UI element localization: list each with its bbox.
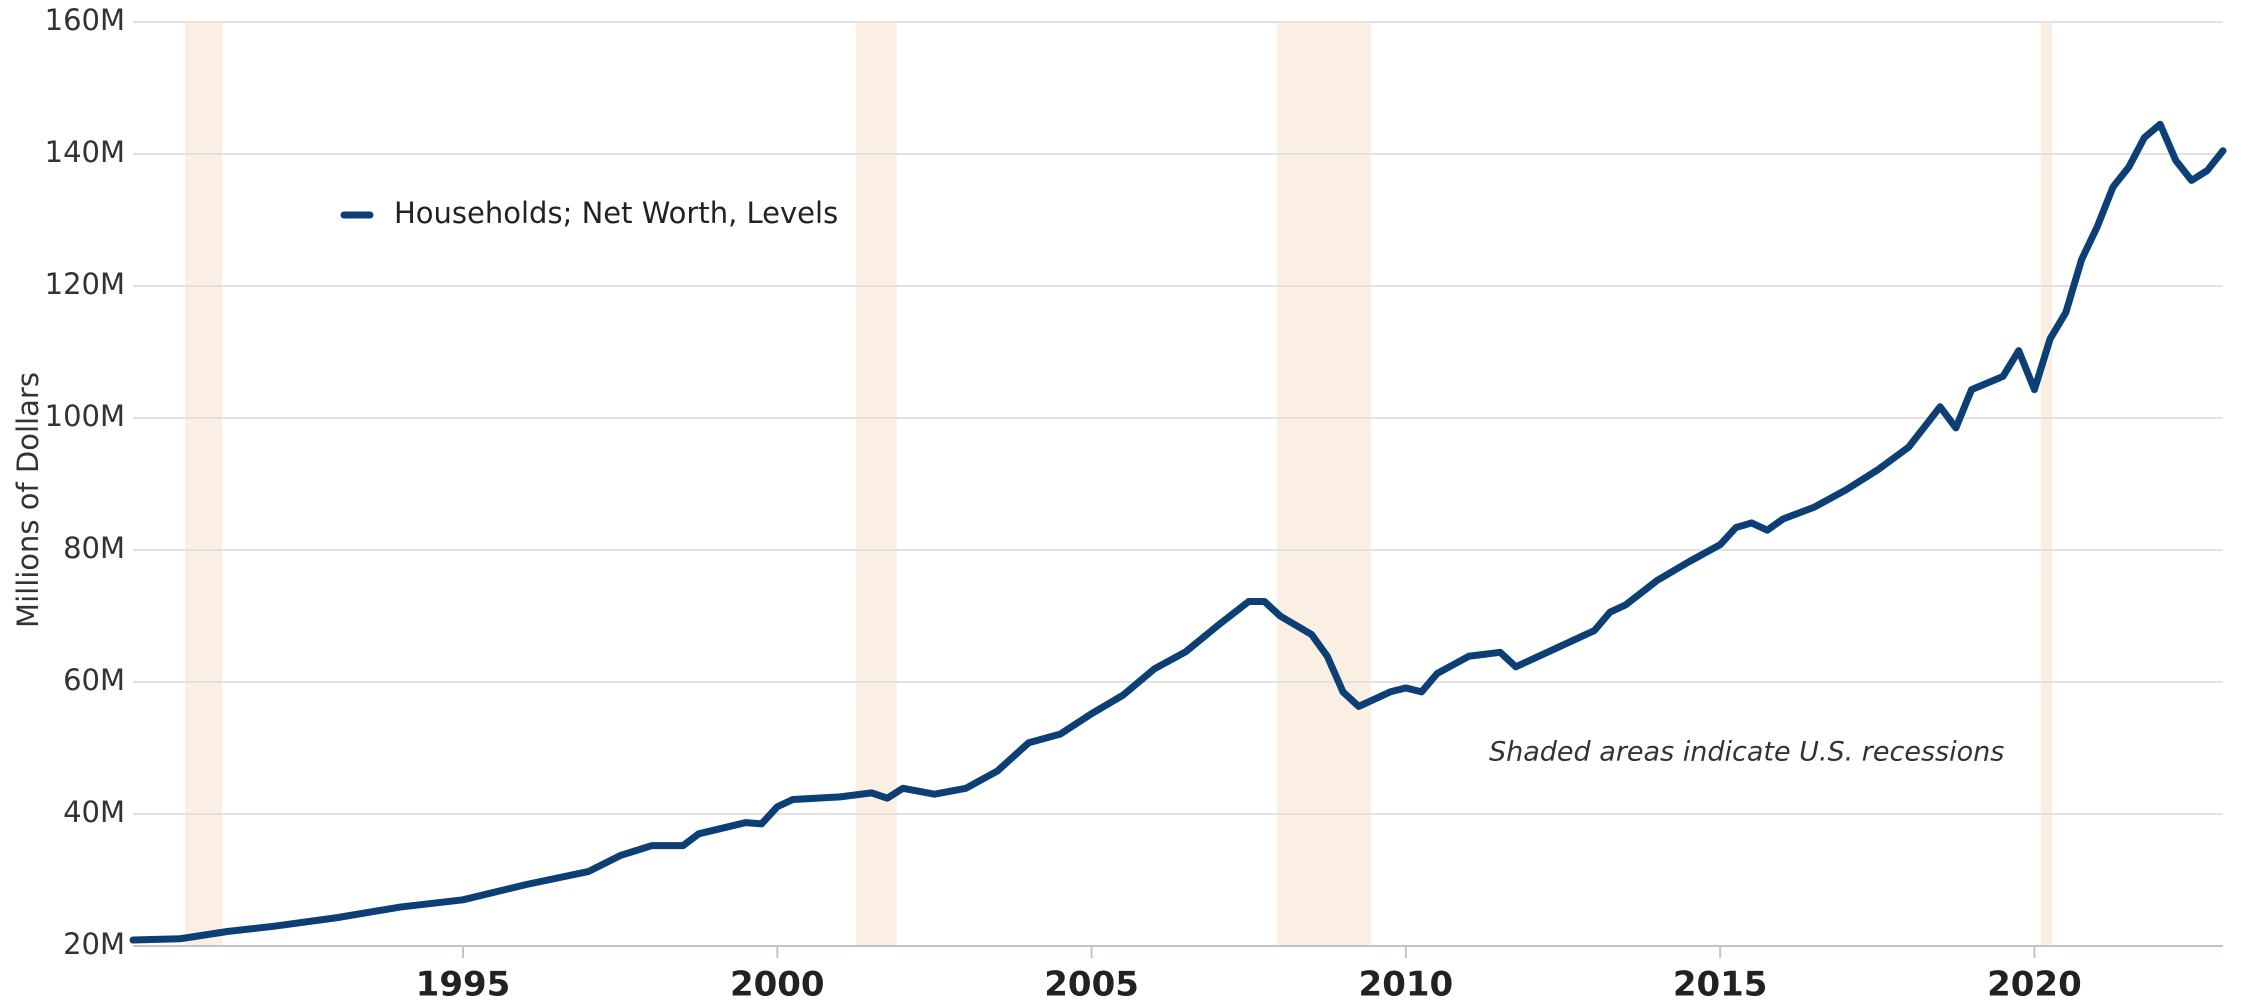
background xyxy=(185,22,2053,946)
x-tick-label: 1995 xyxy=(416,965,511,1002)
x-tick-label: 2010 xyxy=(1359,965,1454,1002)
recession-band xyxy=(2040,22,2053,946)
recession-band xyxy=(855,22,897,946)
recession-band xyxy=(1277,22,1372,946)
y-tick-label: 100M xyxy=(45,399,125,433)
recession-band xyxy=(185,22,223,946)
y-tick-label: 60M xyxy=(63,663,125,697)
annotation: Shaded areas indicate U.S. recessions xyxy=(1489,737,2004,768)
y-axis-label: Millions of Dollars xyxy=(11,372,45,628)
y-tick-label: 20M xyxy=(63,927,125,961)
y-tick-label: 140M xyxy=(45,135,125,169)
x-tick-label: 2020 xyxy=(1987,965,2082,1002)
y-tick-label: 40M xyxy=(63,795,125,829)
y-tick-label: 80M xyxy=(63,531,125,565)
x-tick-label: 2000 xyxy=(730,965,825,1002)
legend-label: Households; Net Worth, Levels xyxy=(394,196,838,230)
x-tick-label: 2015 xyxy=(1673,965,1768,1002)
line xyxy=(129,120,2227,944)
y-tick-label: 160M xyxy=(45,3,125,37)
y-tick-label: 120M xyxy=(45,267,125,301)
x-tick-label: 2005 xyxy=(1044,965,1139,1002)
